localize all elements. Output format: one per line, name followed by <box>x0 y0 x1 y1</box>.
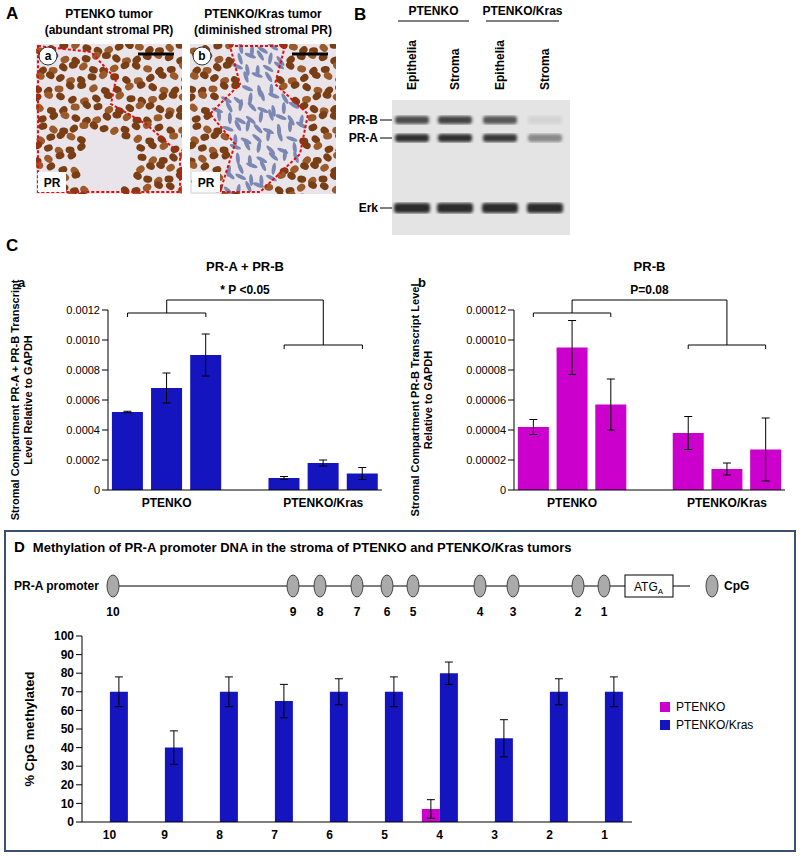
svg-text:30: 30 <box>61 759 75 773</box>
svg-text:10: 10 <box>61 797 75 811</box>
svg-text:0: 0 <box>500 484 506 496</box>
svg-text:a: a <box>45 49 52 63</box>
html-text:D: D <box>14 538 25 555</box>
html-text:PTENKO/Kras: PTENKO/Kras <box>676 718 754 732</box>
svg-text:6: 6 <box>384 605 391 619</box>
svg-text:0.00012: 0.00012 <box>466 304 506 316</box>
svg-text:5: 5 <box>381 828 388 842</box>
svg-text:9: 9 <box>161 828 168 842</box>
svg-text:Stroma: Stroma <box>538 48 552 90</box>
svg-text:3: 3 <box>510 605 517 619</box>
html-text:A: A <box>6 4 19 23</box>
svg-text:Epithelia: Epithelia <box>493 40 507 90</box>
svg-text:PTENKO/Kras: PTENKO/Kras <box>482 4 562 18</box>
svg-text:b: b <box>198 49 205 63</box>
svg-text:PTENKO/Kras: PTENKO/Kras <box>687 496 767 510</box>
svg-text:7: 7 <box>354 605 361 619</box>
svg-text:50: 50 <box>61 722 75 736</box>
svg-text:100: 100 <box>54 629 74 643</box>
svg-text:0.00002: 0.00002 <box>466 454 506 466</box>
svg-text:PR-A: PR-A <box>349 131 379 145</box>
svg-text:* P <0.05: * P <0.05 <box>220 283 270 297</box>
svg-text:0.00006: 0.00006 <box>466 394 506 406</box>
svg-text:60: 60 <box>61 704 75 718</box>
svg-text:6: 6 <box>326 828 333 842</box>
svg-text:8: 8 <box>317 605 324 619</box>
svg-text:4: 4 <box>436 828 443 842</box>
svg-text:80: 80 <box>61 666 75 680</box>
svg-text:PR-A promoter: PR-A promoter <box>14 579 99 593</box>
svg-text:P=0.08: P=0.08 <box>630 283 669 297</box>
html-text:% CpG methylated: % CpG methylated <box>21 671 37 787</box>
html-text:(diminished stromal PR): (diminished stromal PR) <box>194 23 332 37</box>
svg-text:0: 0 <box>67 815 74 829</box>
html-text:PTENKO/Kras tumor: PTENKO/Kras tumor <box>204 7 322 21</box>
svg-text:0: 0 <box>94 484 100 496</box>
svg-text:PR: PR <box>198 176 215 190</box>
svg-text:0.00008: 0.00008 <box>466 364 506 376</box>
html-text:PR-B: PR-B <box>633 259 666 274</box>
svg-text:Erk: Erk <box>359 201 379 215</box>
svg-text:1: 1 <box>601 605 608 619</box>
svg-text:0.0004: 0.0004 <box>66 424 100 436</box>
svg-text:PR-B: PR-B <box>349 113 379 127</box>
svg-text:0.0010: 0.0010 <box>66 334 100 346</box>
html-text:PTENKO tumor: PTENKO tumor <box>65 7 153 21</box>
svg-text:90: 90 <box>61 648 75 662</box>
svg-text:PTENKO: PTENKO <box>142 496 192 510</box>
svg-text:70: 70 <box>61 685 75 699</box>
svg-text:0.00004: 0.00004 <box>466 424 506 436</box>
svg-text:8: 8 <box>216 828 223 842</box>
html-text:Methylation of PR-A promoter D: Methylation of PR-A promoter DNA in the … <box>32 540 572 555</box>
svg-text:ATGA: ATGA <box>634 580 664 596</box>
svg-text:3: 3 <box>491 828 498 842</box>
html-text:PTENKO: PTENKO <box>676 700 726 714</box>
svg-text:10: 10 <box>103 828 117 842</box>
html-text:C: C <box>6 236 19 255</box>
svg-text:7: 7 <box>271 828 278 842</box>
svg-text:B: B <box>354 5 366 24</box>
html-text:Stromal Compartment PR-B Trans: Stromal Compartment PR-B Transcript Leve… <box>409 283 434 517</box>
svg-text:Stroma: Stroma <box>448 48 462 90</box>
svg-text:2: 2 <box>575 605 582 619</box>
svg-text:Epithelia: Epithelia <box>405 40 419 90</box>
html-text:a: a <box>18 275 26 290</box>
svg-text:9: 9 <box>290 605 297 619</box>
svg-text:PTENKO: PTENKO <box>547 496 597 510</box>
svg-text:0.0012: 0.0012 <box>66 304 100 316</box>
svg-text:1: 1 <box>601 828 608 842</box>
svg-text:4: 4 <box>477 605 484 619</box>
svg-text:0.00010: 0.00010 <box>466 334 506 346</box>
html-text:b: b <box>418 275 426 290</box>
svg-text:PTENKO: PTENKO <box>408 4 458 18</box>
svg-text:0.0002: 0.0002 <box>66 454 100 466</box>
svg-text:CpG: CpG <box>724 579 749 593</box>
html-text:(abundant stromal PR): (abundant stromal PR) <box>44 23 174 37</box>
html-text:PR-A + PR-B: PR-A + PR-B <box>206 259 284 274</box>
html-text:Stromal Compartment PR-A + PR-: Stromal Compartment PR-A + PR-B Transcri… <box>9 279 34 521</box>
svg-text:2: 2 <box>546 828 553 842</box>
svg-text:0.0008: 0.0008 <box>66 364 100 376</box>
svg-text:40: 40 <box>61 741 75 755</box>
svg-text:10: 10 <box>106 605 120 619</box>
svg-text:5: 5 <box>410 605 417 619</box>
svg-text:PR: PR <box>44 176 61 190</box>
svg-text:PTENKO/Kras: PTENKO/Kras <box>283 496 363 510</box>
svg-text:0.0006: 0.0006 <box>66 394 100 406</box>
svg-text:20: 20 <box>61 778 75 792</box>
